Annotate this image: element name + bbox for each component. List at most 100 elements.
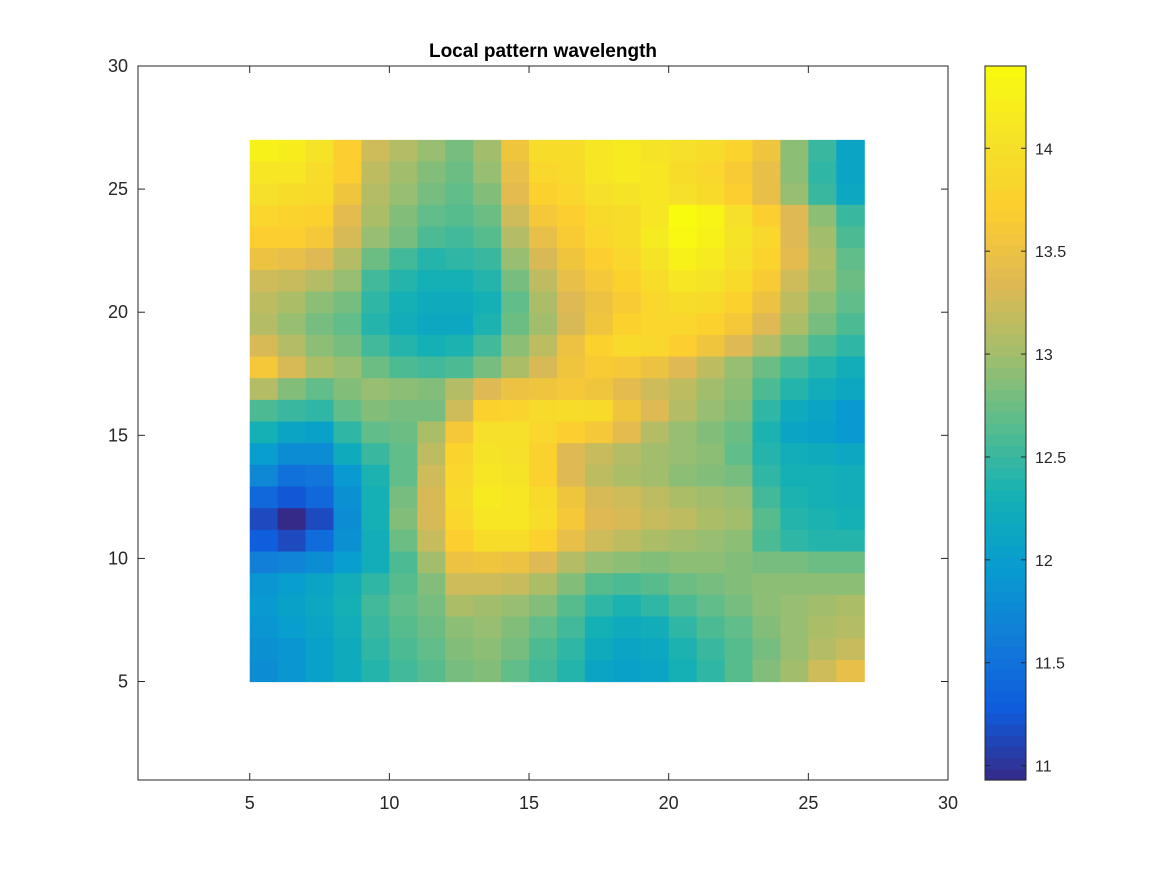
heatmap-cell [277, 573, 307, 596]
colorbar-segment [985, 356, 1026, 368]
heatmap-cell [445, 421, 474, 444]
heatmap-cell [640, 161, 670, 184]
colorbar-tick-label: 11 [1035, 759, 1052, 776]
heatmap-cell [836, 161, 865, 184]
heatmap-cell [361, 334, 390, 358]
heatmap-cell [780, 443, 809, 466]
colorbar-segment [985, 110, 1026, 123]
heatmap-cell [696, 443, 726, 466]
colorbar-segment [985, 590, 1026, 603]
heatmap-cell [361, 226, 390, 249]
heatmap-cell [333, 378, 363, 401]
heatmap-cell [836, 421, 865, 444]
heatmap-cell [529, 594, 558, 618]
heatmap-cell [584, 529, 614, 553]
heatmap-cell [417, 226, 446, 249]
heatmap-cell [417, 269, 446, 293]
heatmap-cell [277, 161, 307, 184]
heatmap-cell [752, 161, 782, 184]
heatmap-cell [529, 659, 558, 683]
heatmap-cell [724, 551, 754, 574]
heatmap-cell [668, 378, 698, 401]
heatmap-cell [417, 334, 446, 358]
heatmap-cell [501, 421, 530, 444]
heatmap-cell [556, 248, 586, 271]
heatmap-cell [249, 161, 279, 184]
heatmap-cell [305, 334, 335, 358]
heatmap-cell [277, 486, 307, 509]
heatmap-cell [556, 638, 586, 661]
axes-box [137, 65, 949, 781]
heatmap-cell [249, 508, 279, 531]
heatmap-cell [556, 139, 586, 163]
heatmap-cell [780, 204, 809, 228]
heatmap-cell [417, 638, 446, 661]
heatmap-cell [668, 594, 698, 618]
heatmap-cell [696, 269, 726, 293]
colorbar-segment [985, 400, 1026, 413]
heatmap-cell [556, 313, 586, 336]
heatmap-cell [277, 529, 307, 553]
heatmap-cell [808, 616, 837, 639]
heatmap-cell [612, 269, 642, 293]
heatmap-cell [668, 313, 698, 336]
heatmap-cell [668, 529, 698, 553]
heatmap-cell [724, 378, 754, 401]
heatmap-cell [361, 659, 390, 683]
heatmap-cell [333, 313, 363, 336]
heatmap-cell [668, 573, 698, 596]
heatmap-cell [305, 313, 335, 336]
heatmap-cell [752, 616, 782, 639]
heatmap-cell [361, 529, 390, 553]
heatmap-cell [501, 659, 530, 683]
heatmap-cell [556, 183, 586, 206]
heatmap-cell [612, 204, 642, 228]
heatmap-cell [305, 356, 335, 379]
heatmap-cell [724, 269, 754, 293]
heatmap-cell [724, 464, 754, 488]
heatmap-cell [556, 421, 586, 444]
heatmap-cell [808, 464, 837, 488]
heatmap-cell [584, 378, 614, 401]
heatmap-cell [473, 421, 502, 444]
colorbar-segment [985, 701, 1026, 714]
colorbar-segment [985, 690, 1026, 703]
heatmap-cell [612, 356, 642, 379]
heatmap-cell [333, 204, 363, 228]
heatmap-cell [780, 248, 809, 271]
heatmap-cell [389, 443, 418, 466]
heatmap-cell [696, 486, 726, 509]
y-tick-label: 20 [108, 302, 128, 322]
heatmap-cell [808, 204, 837, 228]
heatmap-cell [361, 594, 390, 618]
heatmap-cell [529, 204, 558, 228]
heatmap-cell [445, 594, 474, 618]
heatmap-cell [529, 139, 558, 163]
heatmap-cell [305, 248, 335, 271]
heatmap-cell [640, 443, 670, 466]
heatmap-cell [473, 226, 502, 249]
heatmap-cell [808, 226, 837, 249]
heatmap-cell [808, 638, 837, 661]
colorbar-segment [985, 724, 1026, 736]
heatmap-cell [612, 334, 642, 358]
heatmap-cell [724, 616, 754, 639]
heatmap-cell [473, 204, 502, 228]
heatmap-cell [640, 659, 670, 683]
heatmap-cell [668, 659, 698, 683]
colorbar-segment [985, 344, 1026, 357]
heatmap-cell [724, 659, 754, 683]
heatmap-cell [333, 269, 363, 293]
heatmap-cell [389, 139, 418, 163]
heatmap-cell [584, 226, 614, 249]
heatmap-cell [836, 486, 865, 509]
colorbar-segment [985, 612, 1026, 625]
heatmap-cell [724, 226, 754, 249]
heatmap-cell [417, 204, 446, 228]
colorbar-segment [985, 467, 1026, 480]
heatmap-cell [640, 356, 670, 379]
heatmap-cell [249, 594, 279, 618]
heatmap-cell [417, 356, 446, 379]
heatmap-cell [501, 291, 530, 314]
heatmap-cell [389, 486, 418, 509]
